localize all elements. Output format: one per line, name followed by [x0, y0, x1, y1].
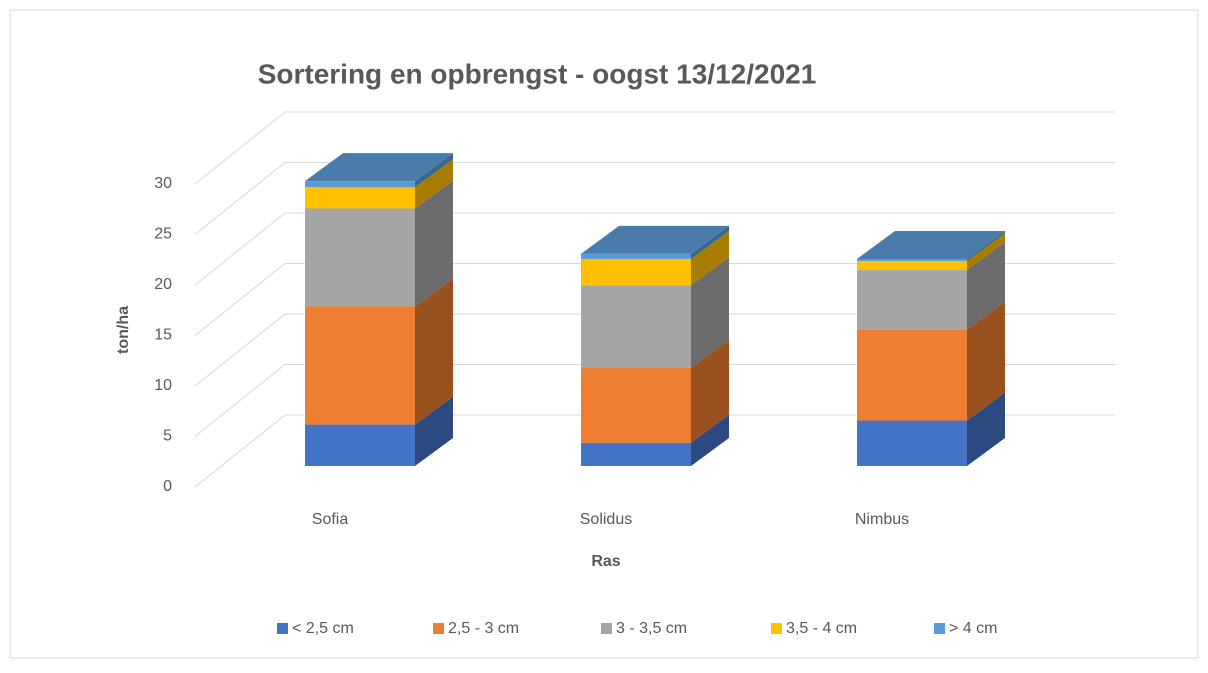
legend-label: > 4 cm [949, 620, 997, 637]
bar-segment [857, 232, 1005, 271]
bar-front [581, 285, 691, 369]
bar-side [415, 396, 453, 466]
legend-swatch [433, 623, 444, 634]
grid-line [194, 263, 1115, 336]
bar-segment [581, 340, 729, 443]
bar-front [857, 260, 967, 271]
bar-segment [857, 242, 1005, 330]
bar-side [967, 230, 1005, 261]
bar-side [415, 278, 453, 425]
bar-front [581, 258, 691, 286]
bar-front [857, 258, 967, 261]
bar-side [415, 180, 453, 307]
bar-front [305, 424, 415, 466]
bar-front [305, 187, 415, 209]
chart-title: Sortering en opbrengst - oogst 13/12/202… [258, 58, 817, 89]
y-tick-label: 0 [163, 478, 172, 495]
grid-line [194, 111, 1115, 185]
y-tick-label: 10 [154, 377, 172, 394]
bar-segment [305, 159, 453, 209]
bar-segment [857, 392, 1005, 466]
bar-side [691, 230, 729, 286]
bar-front [857, 270, 967, 330]
x-tick-label: Nimbus [855, 511, 909, 528]
legend-swatch [277, 623, 288, 634]
grid-line [194, 212, 1115, 286]
y-tick-label: 20 [154, 276, 172, 293]
y-axis-label: ton/ha [115, 306, 132, 354]
legend-label: 3,5 - 4 cm [786, 620, 857, 637]
bar-segment [581, 230, 729, 286]
bar-segment [305, 180, 453, 307]
bar-segment [305, 278, 453, 425]
bar-segment [581, 225, 729, 259]
legend-label: < 2,5 cm [292, 620, 354, 637]
bar-segment [857, 301, 1005, 421]
bar-front [305, 306, 415, 425]
bar-side [967, 392, 1005, 466]
bar-side [691, 257, 729, 369]
bar-side [691, 414, 729, 466]
grid-line [194, 364, 1115, 437]
y-tick-label: 5 [163, 428, 172, 445]
grid-line [194, 162, 1115, 235]
grid-line [194, 414, 1115, 488]
bar-front [581, 442, 691, 466]
x-tick-label: Sofia [312, 511, 349, 528]
bar-top [581, 225, 729, 254]
y-tick-label: 15 [154, 327, 172, 344]
bar-front [581, 368, 691, 443]
bar-top [305, 153, 453, 182]
bar-side [691, 340, 729, 443]
legend-swatch [934, 623, 945, 634]
bar-front [305, 181, 415, 188]
grid-line [194, 313, 1115, 387]
legend-swatch [771, 623, 782, 634]
bar-top [857, 230, 1005, 259]
bar-segment [581, 257, 729, 369]
bar-front [581, 253, 691, 259]
bar-side [691, 225, 729, 259]
legend-label: 3 - 3,5 cm [616, 620, 687, 637]
bar-segment [305, 153, 453, 188]
bar-front [857, 329, 967, 421]
bar-side [967, 301, 1005, 421]
bar-segment [857, 230, 1005, 261]
legend-label: 2,5 - 3 cm [448, 620, 519, 637]
bar-segment [581, 414, 729, 466]
bar-front [857, 420, 967, 466]
bar-side [415, 153, 453, 188]
bar-front [305, 208, 415, 307]
bar-side [967, 232, 1005, 271]
bar-side [415, 159, 453, 209]
legend-swatch [601, 623, 612, 634]
y-tick-label: 30 [154, 175, 172, 192]
bar-side [967, 242, 1005, 330]
bar-segment [305, 396, 453, 466]
y-tick-label: 25 [154, 226, 172, 243]
x-tick-label: Solidus [580, 511, 632, 528]
x-axis-label: Ras [591, 553, 620, 570]
